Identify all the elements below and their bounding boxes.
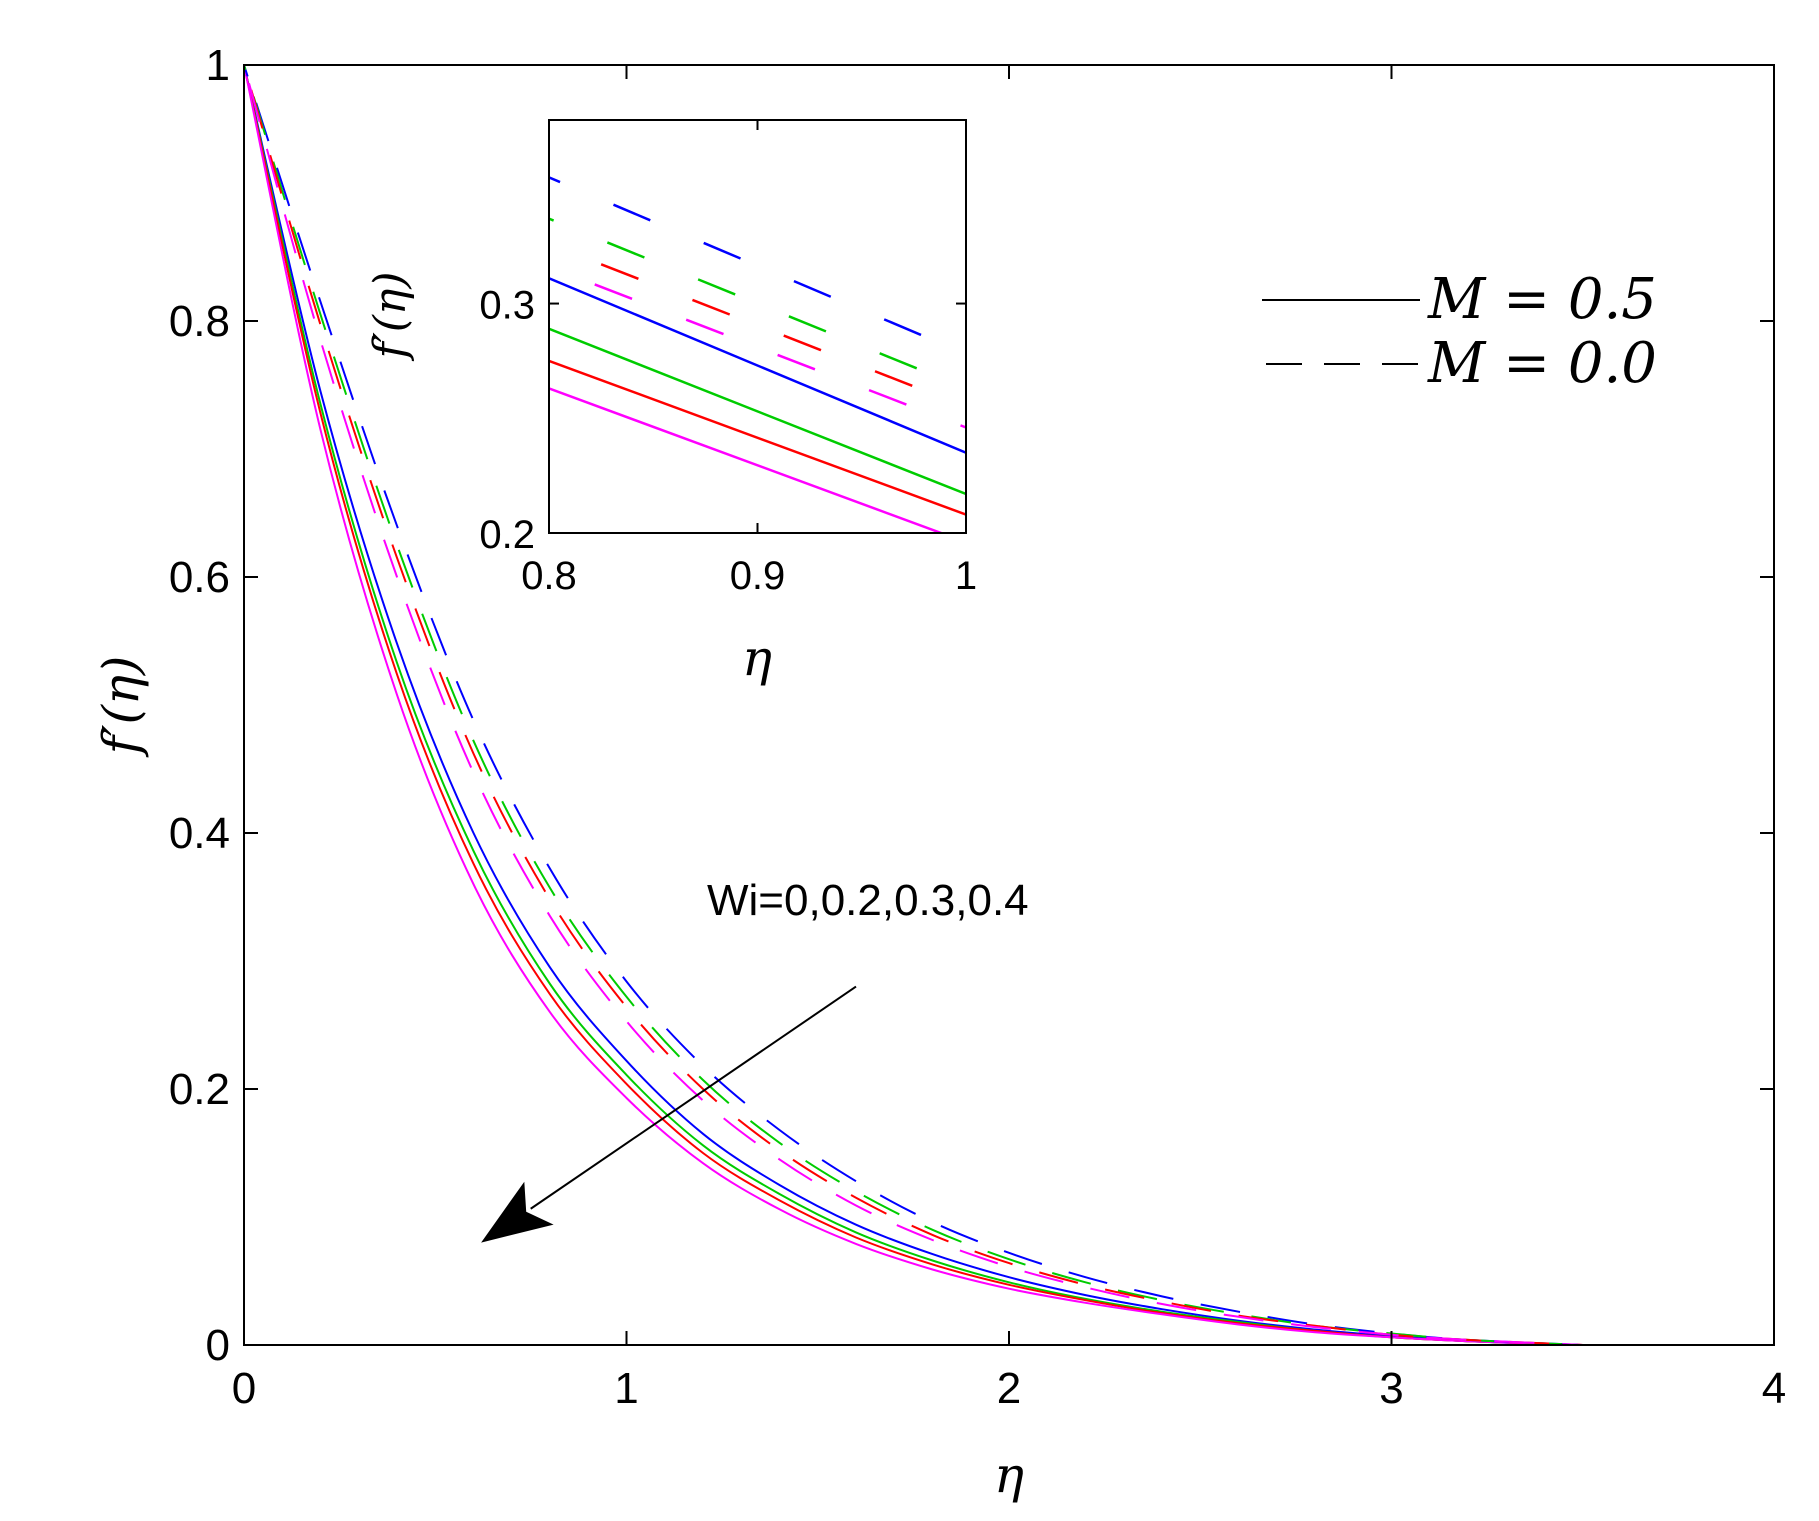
main-y-tick-label: 0.4 — [169, 809, 230, 858]
main-y-tick-label: 0 — [206, 1321, 230, 1370]
inset-series-dashed-6 — [549, 242, 966, 408]
wi-annotation: Wi=0,0.2,0.3,0.4 — [481, 876, 1029, 1243]
main-x-axis-label: η — [994, 1446, 1024, 1504]
legend-entry-m-0-5: M = 0.5 — [1427, 267, 1657, 332]
legend: M = 0.5 M = 0.0 — [1262, 267, 1657, 396]
wi-arrow-line — [530, 985, 857, 1210]
inset-series-dashed-7 — [549, 265, 966, 429]
legend-entry-m-0-0: M = 0.0 — [1427, 331, 1657, 396]
main-ticks: 0 1 2 3 4 0 0.2 0.4 0.6 0.8 1 — [169, 41, 1786, 1413]
main-x-tick-label: 2 — [997, 1364, 1021, 1413]
inset-series-group — [549, 176, 966, 533]
inset-series-solid-2 — [549, 359, 966, 516]
main-series-dashed-6 — [244, 65, 1583, 1345]
inset-series-dashed-4 — [549, 176, 966, 356]
main-series-group — [244, 65, 1583, 1345]
inset-series-solid-1 — [549, 327, 966, 496]
inset-axes: 0.8 0.9 1 0.2 0.3 η f′(η) — [365, 119, 977, 687]
main-x-tick-label: 1 — [614, 1364, 638, 1413]
main-x-tick-label: 0 — [232, 1364, 256, 1413]
inset-series-solid-3 — [549, 387, 945, 533]
main-y-tick-label: 1 — [206, 41, 230, 90]
inset-x-tick-label: 0.8 — [521, 554, 577, 598]
main-y-tick-label: 0.2 — [169, 1065, 230, 1114]
inset-y-tick-label: 0.2 — [479, 513, 535, 557]
inset-y-tick-label: 0.3 — [479, 284, 535, 328]
inset-series-dashed-5 — [549, 217, 966, 390]
main-y-axis-label: f′(η) — [92, 656, 150, 759]
main-series-dashed-4 — [244, 65, 1583, 1345]
main-series-solid-3 — [244, 65, 1583, 1345]
inset-series-solid-0 — [549, 277, 966, 454]
main-y-tick-label: 0.8 — [169, 297, 230, 346]
main-plot-frame — [243, 64, 1775, 1346]
main-series-solid-2 — [244, 65, 1583, 1345]
inset-x-tick-label: 1 — [955, 554, 977, 598]
main-y-tick-label: 0.6 — [169, 553, 230, 602]
main-axes: 0 1 2 3 4 0 0.2 0.4 0.6 0.8 1 η f′(η) Wi=0,0.2,0.3… — [92, 41, 1786, 1504]
inset-ticks: 0.8 0.9 1 0.2 0.3 — [479, 120, 977, 598]
main-x-tick-label: 3 — [1379, 1364, 1403, 1413]
main-x-tick-label: 4 — [1762, 1364, 1786, 1413]
inset-x-tick-label: 0.9 — [730, 554, 786, 598]
main-series-dashed-7 — [244, 65, 1583, 1345]
main-series-solid-0 — [244, 65, 1583, 1345]
inset-y-axis-label: f′(η) — [365, 272, 416, 362]
inset-x-axis-label: η — [742, 629, 772, 687]
wi-arrow-head — [481, 1181, 554, 1243]
wi-annotation-text: Wi=0,0.2,0.3,0.4 — [707, 876, 1029, 925]
